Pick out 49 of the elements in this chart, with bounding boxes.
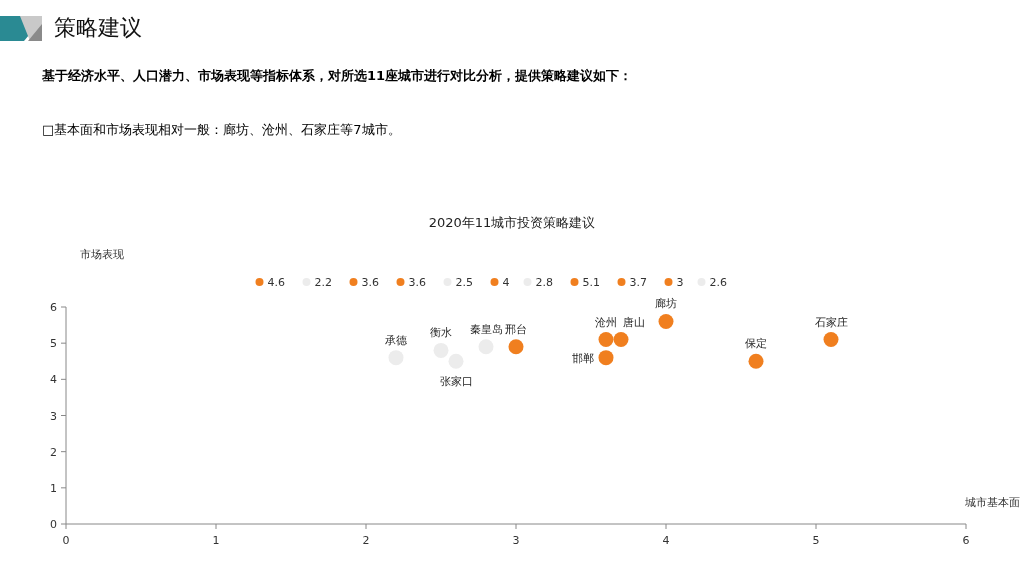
y-tick-label: 1 <box>50 481 57 495</box>
x-tick-label: 1 <box>212 534 220 547</box>
point <box>748 353 764 369</box>
annotation: 张家口 <box>439 375 473 389</box>
y-axis-title: 市场表现 <box>80 248 124 261</box>
x-tick-label: 0 <box>62 534 70 547</box>
legend-label: 4 <box>502 276 510 289</box>
annotation: 衡水 <box>430 326 452 340</box>
annotation: 保定 <box>745 337 767 351</box>
text: 策略建议 <box>54 15 142 40</box>
point <box>598 350 614 366</box>
annotation: 承德 <box>385 333 407 347</box>
annotation: 秦皇岛 <box>469 322 503 336</box>
text: □基本面和市场表现相对一般：廊坊、沧州、石家庄等7城市。 <box>42 122 401 137</box>
point <box>658 313 674 329</box>
point <box>613 332 629 348</box>
legend-label: 3 <box>676 276 684 289</box>
annotation: 邢台 <box>505 322 527 336</box>
x-tick-label: 5 <box>812 534 820 547</box>
point <box>598 332 614 348</box>
y-tick-label: 2 <box>50 445 57 459</box>
annotation: 唐山 <box>623 315 645 329</box>
x-axis-title: 城市基本面 <box>964 496 1020 509</box>
y-tick-label: 3 <box>50 409 57 423</box>
x-tick-label: 2 <box>362 534 370 547</box>
legend-label: 2.6 <box>709 276 727 289</box>
legend-label: 2.5 <box>455 276 473 289</box>
point <box>823 332 839 348</box>
legend-label: 3.7 <box>629 276 647 289</box>
chart-title: 2020年11城市投资策略建议 <box>428 215 596 230</box>
legend-label: 2.2 <box>314 276 332 289</box>
y-tick-label: 0 <box>50 518 57 531</box>
y-tick-label: 5 <box>50 337 57 351</box>
legend-label: 2.8 <box>535 276 553 289</box>
annotation: 廊坊 <box>655 297 677 311</box>
x-tick-label: 3 <box>512 534 520 547</box>
annotation: 石家庄 <box>814 315 848 329</box>
x-tick-label: 6 <box>962 534 970 547</box>
x-tick-label: 4 <box>662 534 670 547</box>
annotation: 沧州 <box>595 315 617 329</box>
annotation: 邯郸 <box>572 351 594 365</box>
legend-label: 3.6 <box>361 276 379 289</box>
legend-label: 3.6 <box>408 276 426 289</box>
legend-label: 5.1 <box>582 276 600 289</box>
y-tick-label: 6 <box>50 301 57 314</box>
legend-label: 4.6 <box>267 276 285 289</box>
y-tick-label: 4 <box>50 373 57 387</box>
text: 基于经济水平、人口潜力、市场表现等指标体系，对所选11座城市进行对比分析，提供策略建议如下： <box>41 68 633 83</box>
point <box>508 339 524 355</box>
